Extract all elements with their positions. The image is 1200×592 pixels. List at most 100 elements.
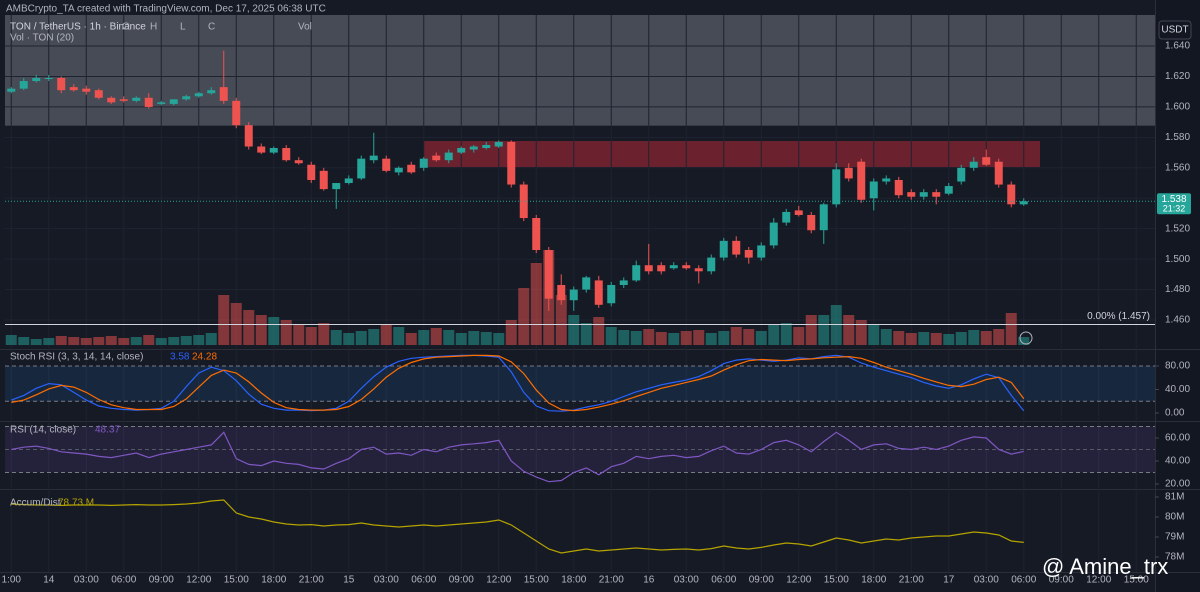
volume-bar [30, 339, 42, 345]
x-tick-label: 09:00 [749, 575, 774, 586]
price-axis-area [1155, 0, 1200, 592]
candle-body [619, 280, 628, 285]
y-tick-label: 1.600 [1165, 102, 1190, 113]
candle-body [569, 289, 578, 301]
candle-body [782, 211, 791, 223]
candle-body [532, 218, 541, 250]
volume-bar [355, 331, 367, 345]
candle-body [132, 97, 141, 101]
candle-body [544, 249, 553, 299]
volume-bar [455, 333, 467, 345]
x-tick-label: 12:00 [186, 575, 211, 586]
candle-body [332, 183, 341, 190]
candle-body [457, 148, 466, 153]
candle-body [69, 87, 78, 91]
candle-body [57, 78, 66, 91]
volume-bar [93, 337, 105, 345]
y-tick-label: 1.500 [1165, 254, 1190, 265]
volume-bar [693, 330, 705, 345]
credit: AMBCrypto_TA created with TradingView.co… [6, 4, 326, 15]
volume-bar [105, 336, 117, 345]
volume-bar [943, 334, 955, 345]
candle-body [194, 93, 203, 97]
x-tick-label: 09:00 [449, 575, 474, 586]
volume-bar [443, 330, 455, 345]
legend-label: C [208, 22, 215, 33]
indicator-line [11, 431, 1024, 483]
candle-body [632, 265, 641, 281]
legend-label: O [122, 22, 130, 33]
volume-bar [718, 331, 730, 345]
candle-body [32, 78, 41, 82]
candle-body [907, 192, 916, 197]
volume-bar [580, 323, 592, 345]
volume-bar [880, 329, 892, 345]
x-tick-label: 03:00 [374, 575, 399, 586]
volume-title: Vol · TON (20) [10, 33, 74, 44]
candle-body [419, 158, 428, 168]
volume-bar [1005, 313, 1017, 345]
candle-body [507, 141, 516, 185]
candle-body [169, 99, 178, 104]
indicator-line [11, 354, 1025, 412]
currency: USDT [1161, 25, 1188, 36]
volume-bar [468, 331, 480, 345]
volume-bar [405, 333, 417, 345]
last-price: 1.538 [1161, 194, 1186, 205]
candle-body [494, 141, 503, 147]
volume-bar [793, 327, 805, 345]
candle-body [144, 97, 153, 107]
alert-icon [1019, 331, 1033, 345]
candle-body [207, 90, 216, 94]
y-tick-label: 81M [1165, 492, 1184, 503]
candle-body [257, 146, 266, 153]
y-tick-label: 1.620 [1165, 71, 1190, 82]
candle-body [1019, 201, 1028, 205]
candle-body [157, 102, 166, 104]
volume-bar [80, 338, 92, 345]
candle-body [657, 265, 666, 272]
symbol-title: TON / TetherUS · 1h · Binance [10, 22, 146, 33]
volume-bar [5, 335, 17, 345]
volume-bar [193, 335, 205, 345]
candle-body [969, 161, 978, 168]
y-tick-label: 1.640 [1165, 41, 1190, 52]
volume-bar [218, 295, 230, 345]
volume-bar [655, 332, 667, 345]
volume-bar [593, 317, 605, 345]
zone [423, 141, 1040, 168]
volume-bar [805, 315, 817, 345]
x-tick-label: 21:00 [599, 575, 624, 586]
x-tick-label: 15:00 [1124, 575, 1149, 586]
x-tick-label: 15 [343, 575, 355, 586]
volume-bar [68, 337, 80, 345]
volume-bar [293, 325, 305, 345]
volume-bar [118, 338, 130, 345]
candle-body [682, 265, 691, 269]
candle-body [382, 158, 391, 171]
x-tick-label: 18:00 [561, 575, 586, 586]
candle-body [957, 167, 966, 182]
x-tick-label: 06:00 [711, 575, 736, 586]
candle-body [857, 161, 866, 200]
x-tick-label: 12:00 [786, 575, 811, 586]
rsi-title: RSI (14, close) [10, 425, 76, 436]
x-tick-label: 15:00 [824, 575, 849, 586]
candle-body [757, 245, 766, 258]
volume-bar [205, 333, 217, 345]
volume-bar [143, 335, 155, 345]
volume-bar [43, 338, 55, 345]
candle-body [944, 186, 953, 194]
y-tick-label: 60.00 [1165, 433, 1190, 444]
candle-body [107, 97, 116, 103]
volume-bar [480, 332, 492, 345]
candle-body [932, 192, 941, 197]
y-tick-label: 20.00 [1165, 479, 1190, 490]
candle-body [594, 280, 603, 305]
volume-bar [430, 328, 442, 345]
volume-bar [630, 331, 642, 345]
volume-bar [255, 315, 267, 345]
x-tick-label: 06:00 [111, 575, 136, 586]
volume-bar [518, 288, 530, 345]
candle-body [707, 257, 716, 272]
